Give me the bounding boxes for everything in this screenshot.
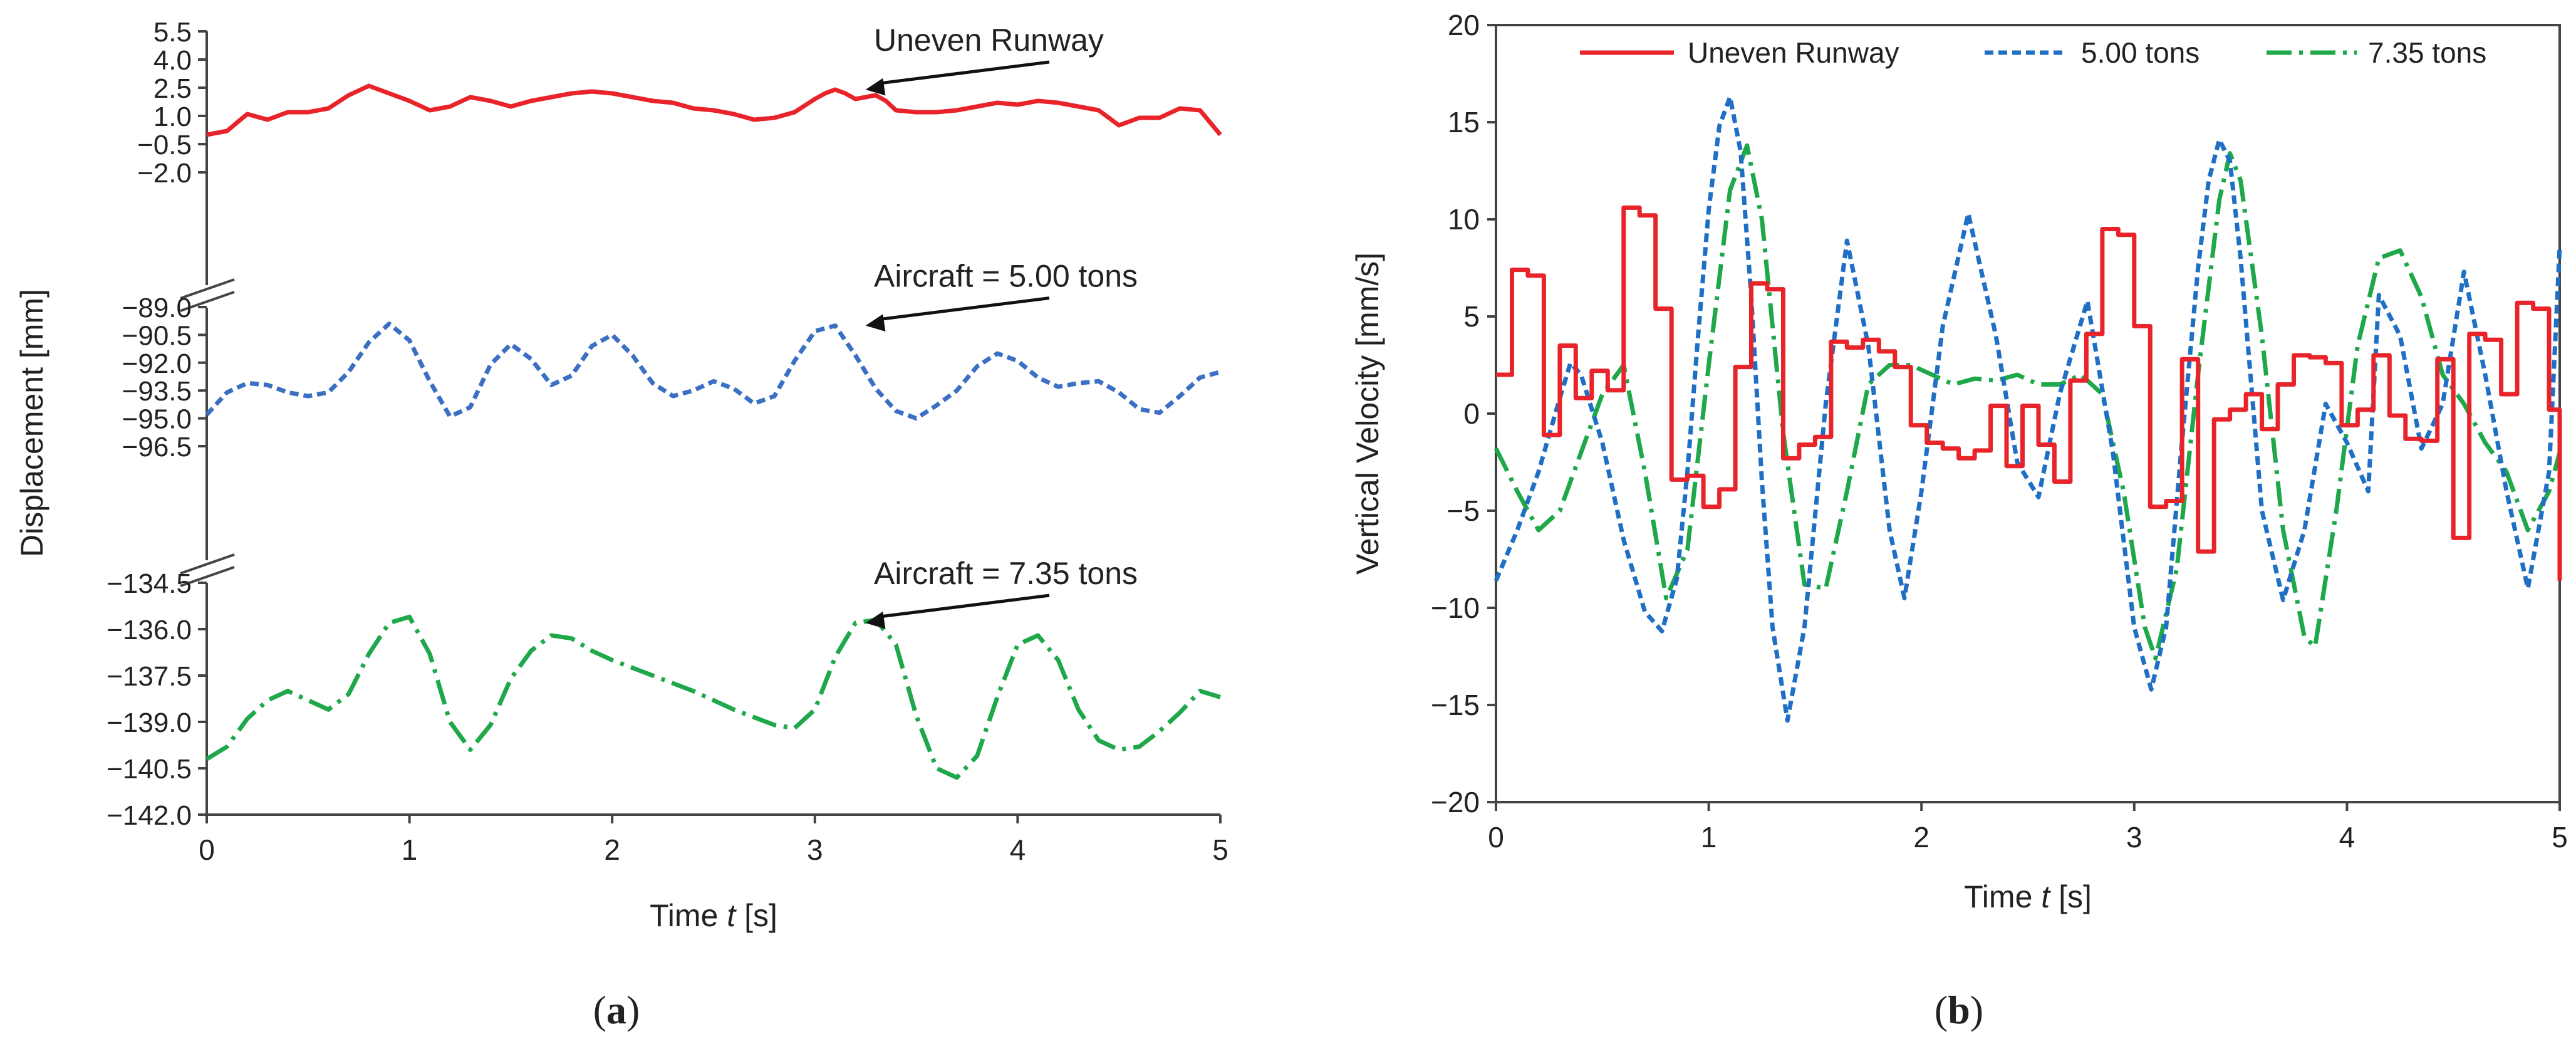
panel-b-x-axis-label: Time t [s] [1964, 879, 2092, 914]
legend-label-5-00-tons: 5.00 tons [2081, 36, 2199, 69]
panel-b-y-tick-label: −10 [1431, 592, 1480, 624]
panel-a-y-tick-label: −142.0 [106, 800, 192, 831]
panel-b-x-label-var: t [2041, 879, 2051, 914]
panel-a-y-tick-label: −93.5 [122, 376, 192, 407]
series-line-aircraft-5-00-tons [205, 321, 1221, 421]
panel-a-series [205, 83, 1222, 780]
panel-a-y-tick-label: −140.5 [106, 754, 192, 785]
panel-a-axis-break-mark-1 [180, 278, 235, 312]
panel-b-series [1493, 95, 2562, 723]
panel-b-x-tick-label: 5 [2552, 821, 2568, 854]
panel-b-y-ticks: 20 15 10 5 0 −5 −10 −15 −20 [1431, 9, 1496, 818]
series-line-uneven-runway [206, 83, 1222, 137]
panel-a-y-tick-label: 5.5 [153, 17, 192, 48]
panel-a-x-tick-label: 2 [604, 833, 620, 866]
annotation-arrow-head [865, 78, 886, 96]
panel-a-caption: (a) [593, 988, 640, 1032]
panel-a-y-tick-label: −137.5 [106, 661, 192, 692]
series-line-5-00-tons [1493, 95, 2562, 723]
panel-b-x-label-prefix: Time [1964, 879, 2041, 914]
panel-b-x-label-suffix: [s] [2050, 879, 2092, 914]
panel-a-x-axis-label: Time t [s] [650, 898, 777, 933]
panel-a-y-tick-label: 4.0 [153, 45, 192, 76]
panel-a-y-tick-label: −134.5 [106, 568, 192, 599]
annotation-arrow-line [879, 296, 1050, 321]
panel-a-y-tick-label: −139.0 [106, 707, 192, 738]
annotation-arrow-head [865, 314, 886, 332]
panel-a-x-tick-label: 4 [1010, 833, 1026, 866]
panel-a-y-tick-label: −95.0 [122, 404, 192, 435]
panel-a-x-ticks: 0 1 2 3 4 5 [199, 815, 1228, 866]
panel-b-caption-letter: b [1948, 988, 1970, 1032]
annotation-arrow-line [879, 593, 1050, 619]
panel-a-y-tick-label: 2.5 [153, 73, 192, 104]
annotation-arrow-head [865, 611, 886, 629]
series-line-uneven-runway [1496, 205, 2562, 581]
panel-a-y-tick-label: −2.0 [137, 158, 192, 189]
panel-a-y-tick-label: −136.0 [106, 615, 192, 645]
panel-a-caption-letter: a [606, 988, 626, 1032]
annotation-uneven-runway: Uneven Runway [874, 23, 1104, 58]
panel-b-x-tick-label: 0 [1488, 821, 1504, 854]
panel-a-y-axis-label: Displacement [mm] [14, 289, 49, 557]
panel-a-caption-close: ) [626, 988, 640, 1032]
panel-b-y-tick-label: −5 [1447, 494, 1480, 527]
panel-a-x-tick-label: 1 [402, 833, 418, 866]
panel-a-annotations: Uneven Runway Aircraft = 5.00 tons Aircraf… [865, 23, 1138, 629]
panel-b-y-axis-label: Vertical Velocity [mm/s] [1350, 253, 1385, 575]
legend-label-7-35-tons: 7.35 tons [2368, 36, 2486, 69]
panel-b-x-ticks: 0 1 2 3 4 5 [1488, 802, 2568, 854]
panel-b-caption-close: ) [1970, 988, 1983, 1032]
panel-a-y-tick-label: −0.5 [137, 130, 192, 160]
panel-b-y-tick-label: 0 [1463, 397, 1480, 430]
panel-b-x-tick-label: 1 [1701, 821, 1717, 854]
panel-a-y-tick-label: −96.5 [122, 432, 192, 462]
panel-b-y-tick-label: 5 [1463, 300, 1480, 333]
annotation-aircraft-7-35-tons: Aircraft = 7.35 tons [874, 556, 1138, 591]
panel-a-x-label-suffix: [s] [735, 898, 777, 933]
panel-b-caption-open: ( [1935, 988, 1948, 1032]
panel-b-y-tick-label: 20 [1448, 9, 1480, 41]
panel-a-x-label-var: t [727, 898, 737, 933]
panel-b: 20 15 10 5 0 −5 −10 −15 −20 0 1 2 3 4 5 Uneven Runway… [1350, 9, 2568, 1032]
panel-b-caption: (b) [1935, 988, 1983, 1032]
panel-a-y-tick-label: 1.0 [153, 102, 192, 132]
panel-b-y-tick-label: 15 [1448, 106, 1480, 138]
annotation-arrow-line [879, 60, 1050, 85]
annotation-aircraft-5-00-tons: Aircraft = 5.00 tons [874, 259, 1138, 294]
panel-a-axis-break-mark-2 [180, 553, 235, 587]
panel-b-x-tick-label: 2 [1913, 821, 1929, 854]
panel-b-y-tick-label: −20 [1431, 786, 1480, 818]
panel-a-caption-open: ( [593, 988, 606, 1032]
panel-a-x-tick-label: 3 [807, 833, 823, 866]
panel-b-y-tick-label: 10 [1448, 203, 1480, 236]
panel-a-x-tick-label: 0 [199, 833, 215, 866]
panel-a-y-tick-label: −89.0 [122, 293, 192, 323]
panel-a-y-ticks: 5.54.02.51.0−0.5−2.0 −89.0−90.5−92.0−93.5… [106, 17, 207, 831]
panel-a: 5.54.02.51.0−0.5−2.0 −89.0−90.5−92.0−93.5… [14, 17, 1228, 1032]
panel-b-y-tick-label: −15 [1431, 689, 1480, 721]
series-line-7-35-tons [1493, 143, 2562, 661]
panel-a-y-tick-label: −90.5 [122, 320, 192, 351]
series-line-aircraft-7-35-tons [205, 614, 1222, 780]
panel-a-x-label-prefix: Time [650, 898, 727, 933]
panel-b-legend: Uneven Runway 5.00 tons 7.35 tons [1580, 36, 2486, 69]
panel-b-x-tick-label: 3 [2126, 821, 2142, 854]
panel-a-y-tick-label: −92.0 [122, 348, 192, 379]
legend-label-uneven-runway: Uneven Runway [1688, 36, 1899, 69]
panel-b-x-tick-label: 4 [2339, 821, 2355, 854]
panel-a-x-tick-label: 5 [1212, 833, 1228, 866]
